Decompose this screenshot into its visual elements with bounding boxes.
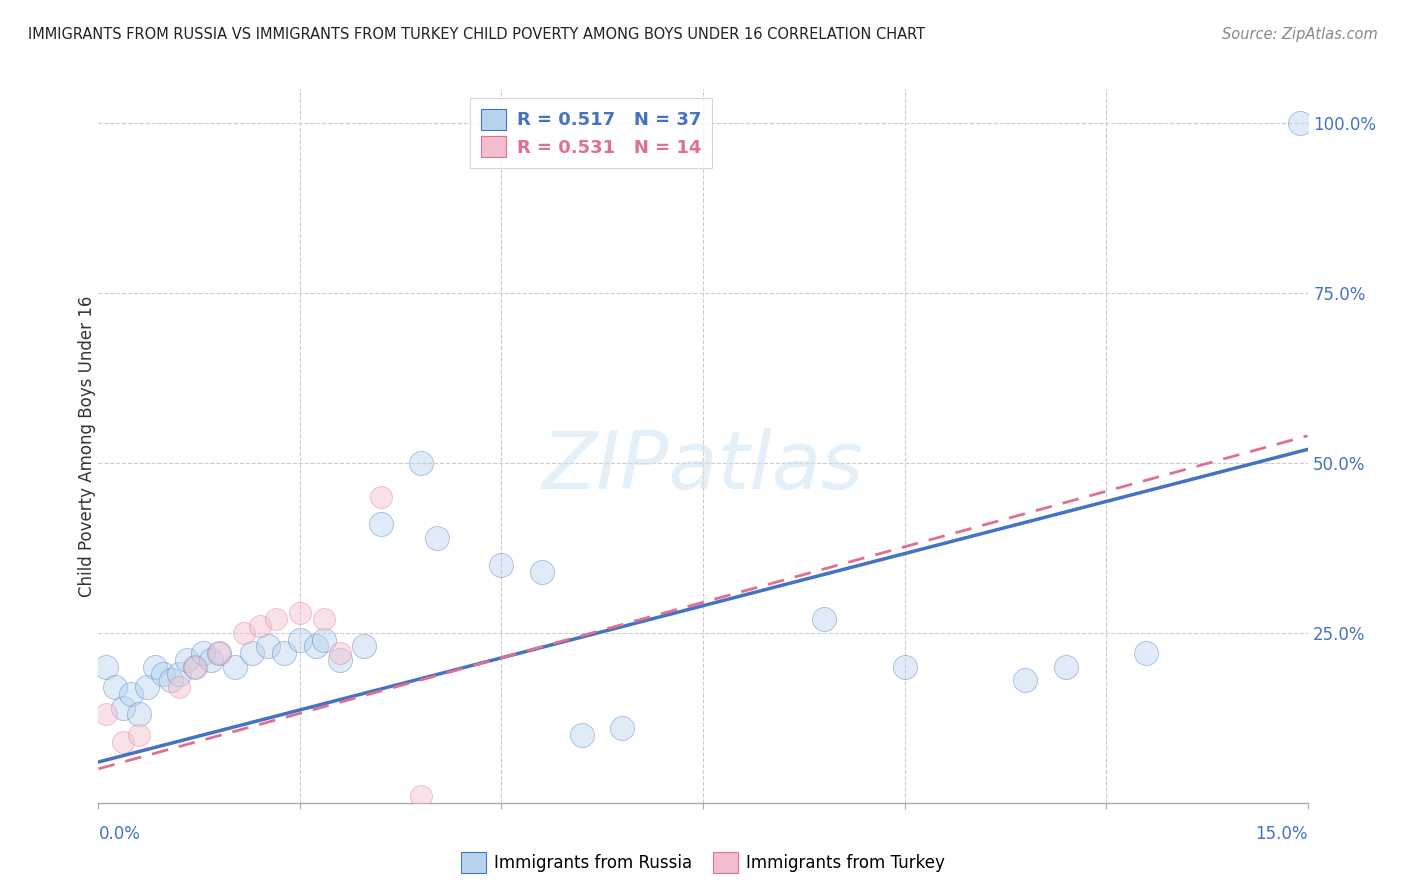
Point <box>305 640 328 654</box>
Point <box>128 728 150 742</box>
Point <box>208 646 231 660</box>
Point <box>143 660 166 674</box>
Point <box>249 619 271 633</box>
Point <box>111 700 134 714</box>
Point <box>314 632 336 647</box>
Point <box>167 666 190 681</box>
Point <box>1288 116 1310 130</box>
Point <box>152 666 174 681</box>
Text: 15.0%: 15.0% <box>1256 825 1308 843</box>
Point <box>232 626 254 640</box>
Point <box>329 646 352 660</box>
Point <box>264 612 287 626</box>
Point <box>135 680 157 694</box>
Point <box>184 660 207 674</box>
Point <box>1135 646 1157 660</box>
Point <box>813 612 835 626</box>
Point <box>160 673 183 688</box>
Text: Source: ZipAtlas.com: Source: ZipAtlas.com <box>1222 27 1378 42</box>
Point <box>314 612 336 626</box>
Legend: R = 0.517   N = 37, R = 0.531   N = 14: R = 0.517 N = 37, R = 0.531 N = 14 <box>470 98 713 168</box>
Point <box>208 646 231 660</box>
Point <box>240 646 263 660</box>
Point <box>96 707 118 722</box>
Point <box>103 680 125 694</box>
Point <box>256 640 278 654</box>
Point <box>1054 660 1077 674</box>
Point <box>571 728 593 742</box>
Y-axis label: Child Poverty Among Boys Under 16: Child Poverty Among Boys Under 16 <box>79 295 96 597</box>
Point <box>370 490 392 504</box>
Point <box>184 660 207 674</box>
Point <box>273 646 295 660</box>
Point <box>409 456 432 470</box>
Text: 0.0%: 0.0% <box>98 825 141 843</box>
Point <box>288 632 311 647</box>
Point <box>96 660 118 674</box>
Point <box>200 653 222 667</box>
Point <box>893 660 915 674</box>
Point <box>193 646 215 660</box>
Point <box>409 789 432 803</box>
Point <box>176 653 198 667</box>
Point <box>329 653 352 667</box>
Point <box>370 517 392 532</box>
Point <box>224 660 246 674</box>
Point <box>167 680 190 694</box>
Point <box>530 565 553 579</box>
Point <box>491 558 513 572</box>
Point <box>1014 673 1036 688</box>
Point <box>426 531 449 545</box>
Point <box>353 640 375 654</box>
Point <box>612 721 634 735</box>
Text: IMMIGRANTS FROM RUSSIA VS IMMIGRANTS FROM TURKEY CHILD POVERTY AMONG BOYS UNDER : IMMIGRANTS FROM RUSSIA VS IMMIGRANTS FRO… <box>28 27 925 42</box>
Text: ZIPatlas: ZIPatlas <box>541 428 865 507</box>
Legend: Immigrants from Russia, Immigrants from Turkey: Immigrants from Russia, Immigrants from … <box>454 846 952 880</box>
Point <box>120 687 142 701</box>
Point <box>128 707 150 722</box>
Point <box>111 734 134 748</box>
Point <box>288 606 311 620</box>
